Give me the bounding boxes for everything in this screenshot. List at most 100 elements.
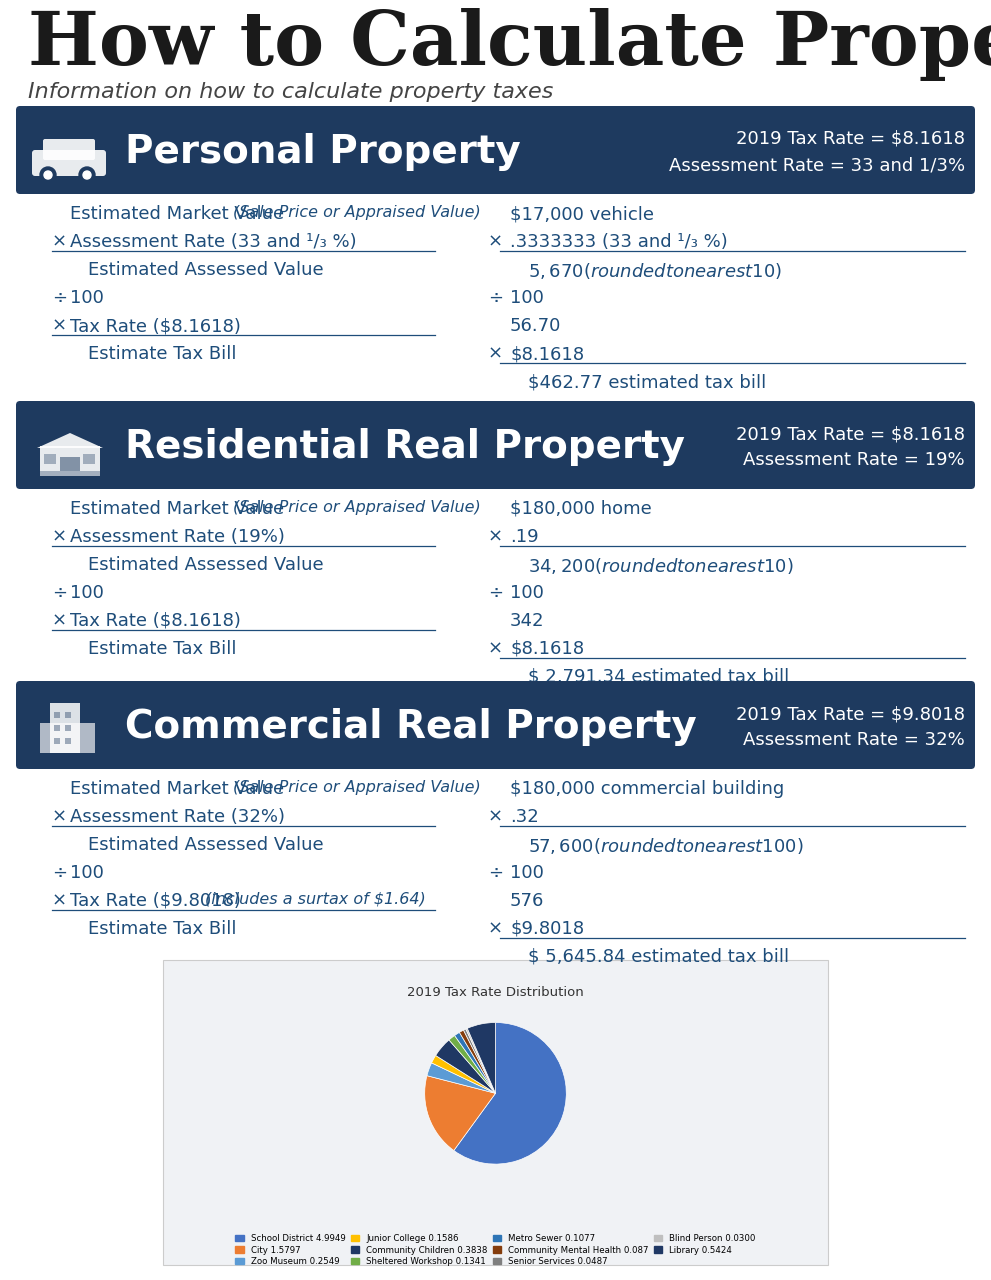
Text: ÷: ÷ [488, 864, 503, 882]
Bar [65, 712, 71, 718]
Text: ×: × [488, 233, 503, 251]
Text: 100: 100 [510, 584, 544, 602]
Text: $8.1618: $8.1618 [510, 640, 584, 658]
FancyBboxPatch shape [32, 150, 106, 175]
Text: Estimate Tax Bill: Estimate Tax Bill [88, 346, 237, 364]
Text: $ 2,791.34 estimated tax bill: $ 2,791.34 estimated tax bill [528, 668, 789, 686]
Text: Estimated Assessed Value: Estimated Assessed Value [88, 261, 324, 279]
Text: Assessment Rate = 19%: Assessment Rate = 19% [743, 451, 965, 468]
Wedge shape [427, 1062, 496, 1093]
Text: ×: × [52, 892, 67, 910]
Text: ÷: ÷ [52, 289, 67, 307]
Text: $17,000 vehicle: $17,000 vehicle [510, 205, 654, 223]
Text: Assessment Rate (33 and ¹/₃ %): Assessment Rate (33 and ¹/₃ %) [70, 233, 357, 251]
Wedge shape [431, 1056, 496, 1093]
Text: Tax Rate ($8.1618): Tax Rate ($8.1618) [70, 317, 241, 335]
Text: Estimated Market Value: Estimated Market Value [70, 780, 290, 797]
Wedge shape [468, 1023, 496, 1093]
Text: Assessment Rate (19%): Assessment Rate (19%) [70, 527, 284, 547]
Text: $8.1618: $8.1618 [510, 346, 584, 364]
Text: 342: 342 [510, 612, 544, 630]
Text: Tax Rate ($9.8018): Tax Rate ($9.8018) [70, 892, 247, 910]
FancyBboxPatch shape [16, 681, 975, 769]
Wedge shape [449, 1036, 496, 1093]
Bar [54, 739, 60, 744]
Text: Assessment Rate = 32%: Assessment Rate = 32% [743, 731, 965, 749]
Text: Information on how to calculate property taxes: Information on how to calculate property… [28, 82, 553, 102]
Text: Estimate Tax Bill: Estimate Tax Bill [88, 920, 237, 938]
Text: Residential Real Property: Residential Real Property [125, 428, 685, 466]
Text: ×: × [52, 233, 67, 251]
Text: Estimated Market Value: Estimated Market Value [70, 500, 290, 518]
Text: $ 34,200 (rounded to nearest $10): $ 34,200 (rounded to nearest $10) [528, 556, 794, 576]
Bar [54, 712, 60, 718]
Text: (Sale Price or Appraised Value): (Sale Price or Appraised Value) [233, 780, 481, 795]
Text: .3333333 (33 and ¹/₃ %): .3333333 (33 and ¹/₃ %) [510, 233, 727, 251]
Text: $ 5,645.84 estimated tax bill: $ 5,645.84 estimated tax bill [528, 948, 789, 966]
Text: $180,000 commercial building: $180,000 commercial building [510, 780, 784, 797]
Bar [54, 724, 60, 731]
Text: ×: × [488, 808, 503, 826]
Wedge shape [455, 1033, 496, 1093]
Text: ×: × [52, 317, 67, 335]
Text: 2019 Tax Rate = $9.8018: 2019 Tax Rate = $9.8018 [736, 705, 965, 723]
Text: ×: × [488, 346, 503, 364]
FancyBboxPatch shape [163, 960, 828, 1265]
Text: $180,000 home: $180,000 home [510, 500, 652, 518]
Legend: School District 4.9949, City 1.5797, Zoo Museum 0.2549, Junior College 0.1586, C: School District 4.9949, City 1.5797, Zoo… [232, 1230, 759, 1270]
Polygon shape [37, 433, 103, 448]
FancyBboxPatch shape [16, 106, 975, 195]
Text: (Sale Price or Appraised Value): (Sale Price or Appraised Value) [233, 205, 481, 220]
Text: Estimated Assessed Value: Estimated Assessed Value [88, 836, 324, 854]
FancyBboxPatch shape [16, 401, 975, 489]
Text: 56.70: 56.70 [510, 317, 561, 335]
Text: 100: 100 [70, 864, 104, 882]
Bar [40, 445, 100, 471]
Text: 100: 100 [70, 289, 104, 307]
FancyBboxPatch shape [43, 140, 95, 160]
Text: ÷: ÷ [52, 584, 67, 602]
Wedge shape [454, 1023, 566, 1164]
Text: ÷: ÷ [52, 864, 67, 882]
Text: Personal Property: Personal Property [125, 133, 520, 172]
Text: $462.77 estimated tax bill: $462.77 estimated tax bill [528, 372, 766, 390]
Text: ×: × [52, 527, 67, 547]
Wedge shape [436, 1039, 496, 1093]
Title: 2019 Tax Rate Distribution: 2019 Tax Rate Distribution [407, 987, 584, 1000]
Bar [65, 724, 71, 731]
Circle shape [79, 166, 95, 183]
Bar [50, 703, 80, 753]
Text: 100: 100 [70, 584, 104, 602]
Text: $9.8018: $9.8018 [510, 920, 584, 938]
Text: How to Calculate Property Taxes: How to Calculate Property Taxes [28, 8, 991, 82]
Text: Assessment Rate = 33 and 1/3%: Assessment Rate = 33 and 1/3% [669, 156, 965, 174]
Text: 100: 100 [510, 864, 544, 882]
Text: 2019 Tax Rate = $8.1618: 2019 Tax Rate = $8.1618 [736, 425, 965, 443]
Text: Tax Rate ($8.1618): Tax Rate ($8.1618) [70, 612, 241, 630]
Circle shape [40, 166, 56, 183]
Wedge shape [425, 1075, 496, 1151]
Bar [65, 739, 71, 744]
Text: (Sale Price or Appraised Value): (Sale Price or Appraised Value) [233, 500, 481, 515]
Text: $ 5,670 (rounded to nearest $10): $ 5,670 (rounded to nearest $10) [528, 261, 782, 282]
Text: .32: .32 [510, 808, 539, 826]
Text: ÷: ÷ [488, 289, 503, 307]
Text: ×: × [488, 527, 503, 547]
Text: Estimate Tax Bill: Estimate Tax Bill [88, 640, 237, 658]
Text: .19: .19 [510, 527, 539, 547]
Text: Estimated Assessed Value: Estimated Assessed Value [88, 556, 324, 573]
Bar [40, 471, 100, 476]
Text: ×: × [488, 920, 503, 938]
Text: $ 57,600 (rounded to nearest $100): $ 57,600 (rounded to nearest $100) [528, 836, 804, 856]
Text: Assessment Rate (32%): Assessment Rate (32%) [70, 808, 285, 826]
Text: ×: × [52, 808, 67, 826]
Bar [44, 454, 56, 463]
Circle shape [44, 172, 52, 179]
Wedge shape [466, 1028, 496, 1093]
Text: 576: 576 [510, 892, 544, 910]
Bar [83, 454, 95, 463]
Text: 2019 Tax Rate = $8.1618: 2019 Tax Rate = $8.1618 [736, 131, 965, 148]
Bar [40, 723, 95, 753]
Circle shape [83, 172, 91, 179]
Wedge shape [460, 1030, 496, 1093]
